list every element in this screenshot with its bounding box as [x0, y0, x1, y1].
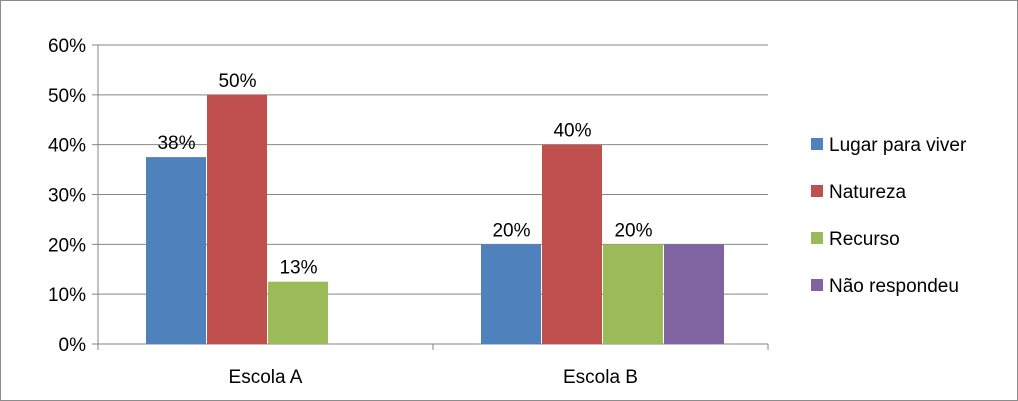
- bar: [603, 244, 663, 344]
- bar: [207, 94, 267, 344]
- axes: 0% 10% 20% 30% 40% 50% 60% Escola A Escola B: [48, 36, 769, 388]
- data-label: 38%: [157, 133, 195, 154]
- y-tick-label: 40%: [48, 136, 86, 157]
- y-tick-label: 30%: [48, 186, 86, 207]
- x-tick-label: Escola A: [229, 367, 303, 388]
- data-labels: 38% 50% 13% 20% 40% 20%: [157, 71, 652, 279]
- bar: [664, 244, 724, 344]
- data-label: 20%: [614, 220, 652, 241]
- bars: [146, 94, 724, 344]
- data-label: 20%: [492, 220, 530, 241]
- data-label: 13%: [279, 258, 317, 279]
- y-tick-label: 20%: [48, 235, 86, 256]
- y-tick-label: 0%: [59, 335, 87, 356]
- x-tick-label: Escola B: [563, 367, 638, 388]
- legend: Lugar para viver Natureza Recurso Não respo…: [811, 135, 967, 297]
- legend-swatch: [811, 279, 823, 291]
- bar: [268, 281, 328, 344]
- data-label: 50%: [218, 71, 256, 92]
- data-label: 40%: [553, 121, 591, 142]
- legend-label: Lugar para viver: [829, 135, 967, 156]
- y-tick-label: 60%: [48, 36, 86, 57]
- legend-label: Recurso: [829, 229, 900, 250]
- y-tick-label: 50%: [48, 86, 86, 107]
- legend-label: Natureza: [829, 182, 907, 203]
- y-tick-label: 10%: [48, 285, 86, 306]
- legend-swatch: [811, 232, 823, 244]
- legend-swatch: [811, 138, 823, 150]
- bar: [146, 157, 206, 344]
- bar: [542, 144, 602, 344]
- legend-label: Não respondeu: [829, 276, 959, 297]
- legend-swatch: [811, 185, 823, 197]
- bar: [481, 244, 541, 344]
